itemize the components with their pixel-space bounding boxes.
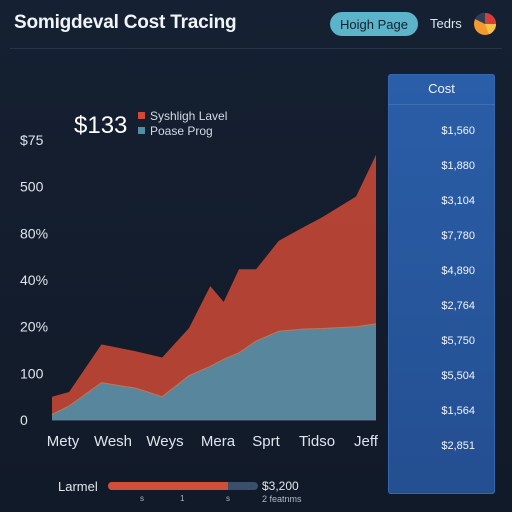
- slider-tick: s: [226, 494, 230, 503]
- series-line: [51, 323, 377, 415]
- x-tick-label: Wesh: [94, 433, 132, 450]
- app-title: Somigdeval Cost Tracing: [14, 12, 237, 33]
- cost-panel: Cost $1,560 $1,880 $3,104 $7,780 $4,890 $2,76…: [388, 74, 495, 494]
- y-tick-label: 100: [20, 365, 44, 381]
- y-tick-label: 80%: [20, 225, 48, 241]
- x-tick-label: Tidso: [299, 433, 335, 450]
- tedrs-link[interactable]: Tedrs: [430, 16, 462, 31]
- cost-item: $5,750: [441, 335, 475, 347]
- legend-swatch-blue: [138, 127, 145, 134]
- legend-label: Poase Prog: [150, 123, 213, 138]
- legend-item: Syshligh Lavel: [138, 108, 227, 123]
- cost-item: $4,890: [441, 265, 475, 277]
- slider-label: Larmel: [58, 479, 98, 494]
- cost-panel-title: Cost: [388, 74, 495, 105]
- series-area: [52, 323, 376, 420]
- cost-item: $7,780: [441, 230, 475, 242]
- header-divider: [10, 48, 502, 49]
- cost-item: $3,104: [441, 195, 475, 207]
- slider-caption: 2 featnms: [262, 494, 302, 504]
- x-tick-label: Mety: [47, 433, 80, 450]
- slider-fill[interactable]: [108, 482, 228, 490]
- x-tick-label: Mera: [201, 433, 236, 450]
- slider-value: $3,200: [262, 479, 299, 493]
- x-tick-label: Sprt: [252, 433, 280, 450]
- y-tick-label: 20%: [20, 319, 48, 335]
- chart-legend: Syshligh Lavel Poase Prog: [138, 108, 227, 138]
- y-tick-label: 500: [20, 179, 44, 195]
- y-tick-label: 40%: [20, 272, 48, 288]
- legend-item: Poase Prog: [138, 123, 227, 138]
- x-tick-label: Jeff: [354, 433, 379, 450]
- legend-swatch-red: [138, 112, 145, 119]
- cost-item: $2,764: [441, 300, 475, 312]
- pie-chart-icon[interactable]: [473, 12, 497, 36]
- highlight-page-button[interactable]: Hoigh Page: [330, 12, 418, 36]
- cost-item: $1,564: [441, 405, 475, 417]
- y-tick-label: $75: [20, 132, 44, 148]
- slider-tick: s: [140, 494, 144, 503]
- cost-item: $2,851: [441, 440, 475, 452]
- summary-value: $133: [74, 112, 128, 139]
- x-tick-label: Weys: [146, 433, 183, 450]
- cost-item: $1,880: [441, 160, 475, 172]
- cost-item: $1,560: [441, 125, 475, 137]
- legend-label: Syshligh Lavel: [150, 108, 228, 123]
- slider-tick: 1: [180, 494, 185, 503]
- cost-list: $1,560 $1,880 $3,104 $7,780 $4,890 $2,764 $5,7…: [388, 114, 495, 464]
- slider-track[interactable]: [108, 482, 258, 490]
- y-tick-label: 0: [20, 412, 28, 428]
- cost-item: $5,504: [441, 370, 475, 382]
